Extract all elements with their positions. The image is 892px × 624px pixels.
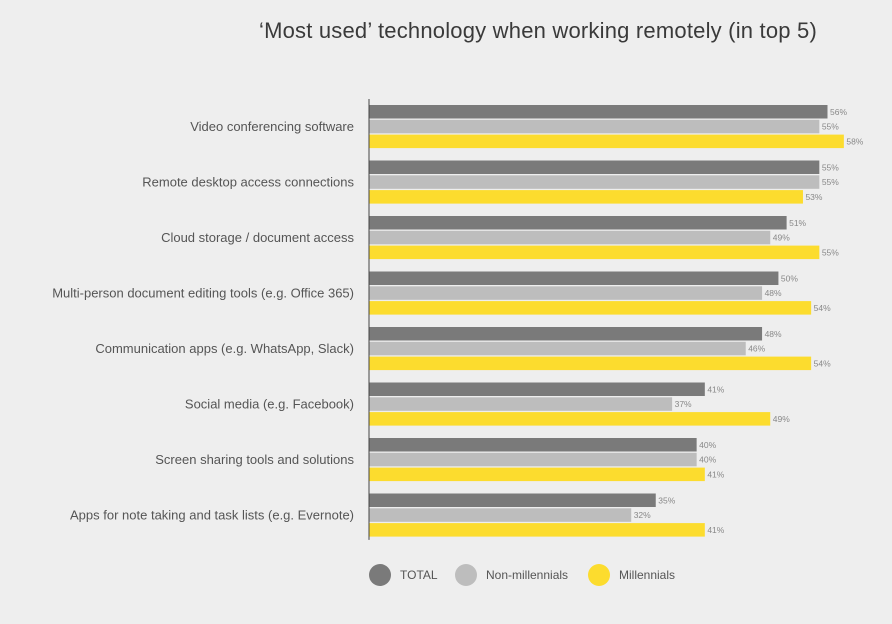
- data-label: 32%: [634, 510, 651, 520]
- bar: [369, 119, 820, 134]
- category-label: Cloud storage / document access: [161, 230, 354, 245]
- data-label: 54%: [814, 358, 831, 368]
- data-label: 46%: [748, 344, 765, 354]
- bar: [369, 271, 779, 285]
- bar: [369, 493, 656, 507]
- bar: [369, 230, 771, 245]
- bar: [369, 356, 812, 371]
- category-label: Video conferencing software: [190, 119, 354, 134]
- bar: [369, 341, 746, 356]
- data-label: 55%: [822, 247, 839, 257]
- bar: [369, 412, 771, 426]
- data-label: 48%: [765, 288, 782, 298]
- legend-label: Millennials: [619, 568, 675, 582]
- bar: [369, 105, 828, 119]
- bar: [369, 245, 820, 260]
- legend-swatch: [455, 564, 477, 586]
- chart-title: ‘Most used’ technology when working remo…: [258, 18, 817, 43]
- legend-label: TOTAL: [400, 568, 438, 582]
- data-label: 55%: [822, 162, 839, 172]
- data-label: 41%: [707, 525, 724, 535]
- category-label: Remote desktop access connections: [142, 175, 354, 190]
- data-label: 50%: [781, 273, 798, 283]
- bar: [369, 438, 697, 452]
- data-label: 41%: [707, 384, 724, 394]
- category-label: Apps for note taking and task lists (e.g…: [70, 508, 354, 523]
- bar: [369, 397, 673, 411]
- bar: [369, 301, 812, 315]
- category-label: Screen sharing tools and solutions: [155, 452, 354, 467]
- category-label: Multi-person document editing tools (e.g…: [52, 286, 354, 301]
- bar: [369, 452, 697, 467]
- data-label: 48%: [765, 329, 782, 339]
- data-label: 41%: [707, 469, 724, 479]
- data-label: 55%: [822, 122, 839, 132]
- bar: [369, 286, 763, 300]
- data-label: 40%: [699, 455, 716, 465]
- bar: [369, 134, 844, 149]
- data-label: 53%: [805, 192, 822, 202]
- legend-swatch: [588, 564, 610, 586]
- bar: [369, 175, 820, 189]
- bar: [369, 508, 632, 522]
- data-label: 40%: [699, 440, 716, 450]
- data-label: 35%: [658, 495, 675, 505]
- legend-swatch: [369, 564, 391, 586]
- bar: [369, 523, 705, 537]
- data-label: 49%: [773, 233, 790, 243]
- category-label: Social media (e.g. Facebook): [185, 397, 354, 412]
- bar: [369, 190, 803, 204]
- category-label: Communication apps (e.g. WhatsApp, Slack…: [95, 341, 354, 356]
- data-label: 58%: [846, 136, 863, 146]
- data-label: 51%: [789, 218, 806, 228]
- data-label: 54%: [814, 303, 831, 313]
- data-label: 55%: [822, 177, 839, 187]
- bar: [369, 160, 820, 174]
- bar: [369, 216, 787, 230]
- data-label: 56%: [830, 107, 847, 117]
- data-label: 49%: [773, 414, 790, 424]
- bar: [369, 382, 705, 396]
- bar: [369, 467, 705, 482]
- legend-label: Non-millennials: [486, 568, 568, 582]
- data-label: 37%: [675, 399, 692, 409]
- bar: [369, 327, 763, 341]
